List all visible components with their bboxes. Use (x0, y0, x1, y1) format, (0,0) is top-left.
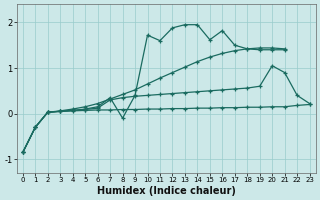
X-axis label: Humidex (Indice chaleur): Humidex (Indice chaleur) (97, 186, 236, 196)
